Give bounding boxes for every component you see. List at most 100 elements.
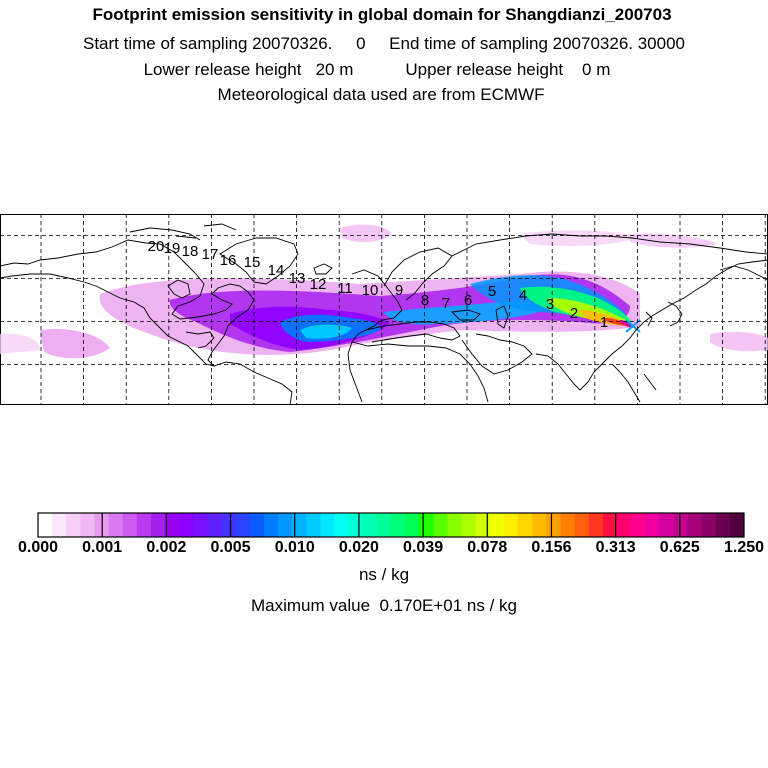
colorbar-cell	[320, 513, 336, 537]
colorbar-cell	[631, 513, 646, 537]
colorbar-cell	[546, 513, 561, 537]
trajectory-label: 3	[546, 296, 554, 313]
colorbar-cell	[136, 513, 152, 537]
coast-south-america	[213, 361, 293, 406]
colorbar-tick-label: 0.156	[531, 539, 572, 556]
colorbar-cell	[419, 513, 434, 537]
trajectory-label: 16	[220, 252, 237, 269]
colorbar-tick-label: 0.001	[82, 539, 123, 556]
colorbar-cell	[532, 513, 547, 537]
colorbar-cell	[461, 513, 477, 537]
coast-mediterranean	[365, 321, 461, 343]
colorbar-cell	[362, 513, 378, 537]
colorbar-cell	[193, 513, 208, 537]
coast-red-sea-arabia	[461, 333, 533, 375]
colorbar-cell	[391, 513, 406, 537]
colorbar-cell	[715, 513, 731, 537]
met-data-line: Meteorological data used are from ECMWF	[217, 85, 545, 104]
colorbar-tick-label: 0.039	[403, 539, 444, 556]
sensitivity-region	[384, 301, 548, 325]
colorbar-cell	[108, 513, 124, 537]
sensitivity-region	[710, 331, 768, 352]
colorbar-tick-label: 0.625	[659, 539, 700, 556]
trajectory-label: 2	[570, 305, 578, 322]
trajectory-label: 7	[442, 295, 450, 312]
colorbar-cell	[165, 513, 180, 537]
colorbar-cell	[729, 513, 745, 537]
trajectory-label: 20	[148, 238, 165, 255]
colorbar-cell	[489, 513, 505, 537]
trajectory-label: 4	[519, 287, 527, 304]
colorbar-cell	[122, 513, 138, 537]
colorbar-tick-label: 0.005	[210, 539, 251, 556]
colorbar-cell	[405, 513, 420, 537]
trajectory-label: 8	[421, 292, 429, 309]
coast-india	[535, 353, 603, 391]
colorbar-cell	[207, 513, 223, 537]
colorbar-tick-label: 0.010	[274, 539, 315, 556]
colorbar-cell	[518, 513, 533, 537]
plot-title: Footprint emission sensitivity in global…	[92, 5, 672, 24]
colorbar-cell	[447, 513, 463, 537]
coast-africa	[351, 341, 489, 403]
colorbar-cell	[150, 513, 166, 537]
coast-se-asia	[611, 363, 657, 403]
colorbar-cell	[38, 513, 53, 537]
trajectory-label: 14	[268, 262, 285, 279]
colorbar-cell	[263, 513, 279, 537]
colorbar-tick-label: 0.020	[338, 539, 379, 556]
colorbar-cell	[701, 513, 717, 537]
colorbar-cell	[66, 513, 81, 537]
trajectory-label: 19	[164, 240, 181, 257]
colorbar-cell	[179, 513, 194, 537]
trajectory-label: 12	[310, 276, 327, 293]
colorbar-tick-label: 0.002	[146, 539, 187, 556]
map-grid	[0, 214, 768, 405]
colorbar-cell	[659, 513, 674, 537]
trajectory-label: 5	[488, 283, 496, 300]
colorbar-tick-label: 0.313	[595, 539, 636, 556]
colorbar-cell	[334, 513, 350, 537]
colorbar-cell	[503, 513, 519, 537]
coast-alaska-east	[719, 265, 768, 281]
colorbar-cell	[574, 513, 590, 537]
colorbar-cell	[616, 513, 632, 537]
colorbar-cell	[249, 513, 265, 537]
sensitivity-region	[40, 328, 110, 359]
coast-asia-north	[451, 233, 768, 257]
colorbar-cell	[235, 513, 251, 537]
trajectory-label: 1	[600, 314, 608, 331]
trajectory-label: 18	[182, 243, 199, 260]
units-label: ns / kg	[358, 565, 410, 584]
colorbar-cell	[278, 513, 293, 537]
colorbar-cell	[588, 513, 604, 537]
colorbar-cell	[306, 513, 321, 537]
colorbar-cell	[221, 513, 237, 537]
coast-greenland	[219, 237, 299, 285]
colorbar-cell	[52, 513, 67, 537]
colorbar-cells	[38, 513, 745, 537]
trajectory-label: 15	[244, 254, 261, 271]
footprint-plume	[0, 224, 768, 359]
colorbar-cell	[687, 513, 703, 537]
trajectory-label: 9	[395, 282, 403, 299]
colorbar-tick-label: 1.250	[723, 539, 765, 556]
colorbar-cell	[645, 513, 660, 537]
coast-korea-japan	[645, 301, 683, 327]
colorbar	[37, 512, 745, 538]
sampling-time-line: Start time of sampling 20070326. 0 End t…	[83, 34, 685, 53]
sensitivity-region	[340, 224, 392, 243]
colorbar-cell	[475, 513, 491, 537]
colorbar-cell	[80, 513, 95, 537]
trajectory-label: 11	[337, 280, 353, 297]
colorbar-ticks	[101, 513, 681, 537]
coast-iceland	[313, 263, 333, 275]
sensitivity-region	[0, 333, 40, 354]
colorbar-tick-label: 0.078	[467, 539, 508, 556]
trajectory-label: 6	[464, 292, 472, 309]
coast-gulf	[185, 331, 215, 349]
sensitivity-region	[630, 233, 718, 248]
colorbar-cell	[673, 513, 689, 537]
release-height-line: Lower release height 20 m Upper release …	[143, 60, 611, 79]
